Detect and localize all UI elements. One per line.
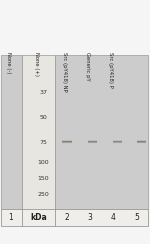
Bar [88,140,97,141]
Bar [113,143,122,144]
Bar [137,138,146,139]
Bar [88,142,97,143]
Text: kDa: kDa [30,213,47,222]
Bar [137,143,146,144]
Text: None (+): None (+) [33,52,39,76]
Bar [113,142,122,143]
Bar [62,140,72,141]
Text: Src (pY418) P: Src (pY418) P [108,52,113,88]
Text: 250: 250 [38,192,49,197]
Text: 100: 100 [38,160,49,164]
Text: 37: 37 [39,90,47,95]
Bar [62,141,72,142]
Bar [113,138,122,139]
Bar [55,55,147,209]
Bar [88,143,97,144]
Bar [137,142,146,143]
Bar [88,138,97,139]
Bar [113,140,122,141]
Bar [0,55,22,209]
Bar [137,139,146,140]
Text: 1: 1 [9,213,13,222]
Bar [113,141,122,142]
Text: 4: 4 [111,213,116,222]
Text: Src (pY418) NP: Src (pY418) NP [62,52,67,92]
Text: 75: 75 [39,140,47,144]
Text: 150: 150 [38,176,49,182]
Bar [22,55,55,209]
Text: Generic pY: Generic pY [85,52,90,81]
Bar [88,141,97,142]
Bar [113,139,122,140]
Text: 50: 50 [40,115,47,120]
Text: 2: 2 [64,213,69,222]
Bar [0,209,147,226]
Text: 5: 5 [134,213,139,222]
Bar [62,143,72,144]
Bar [62,138,72,139]
Bar [137,140,146,141]
Bar [62,139,72,140]
Text: 3: 3 [87,213,92,222]
Bar [137,141,146,142]
Text: None (-): None (-) [6,52,11,73]
Bar [62,142,72,143]
Bar [88,139,97,140]
